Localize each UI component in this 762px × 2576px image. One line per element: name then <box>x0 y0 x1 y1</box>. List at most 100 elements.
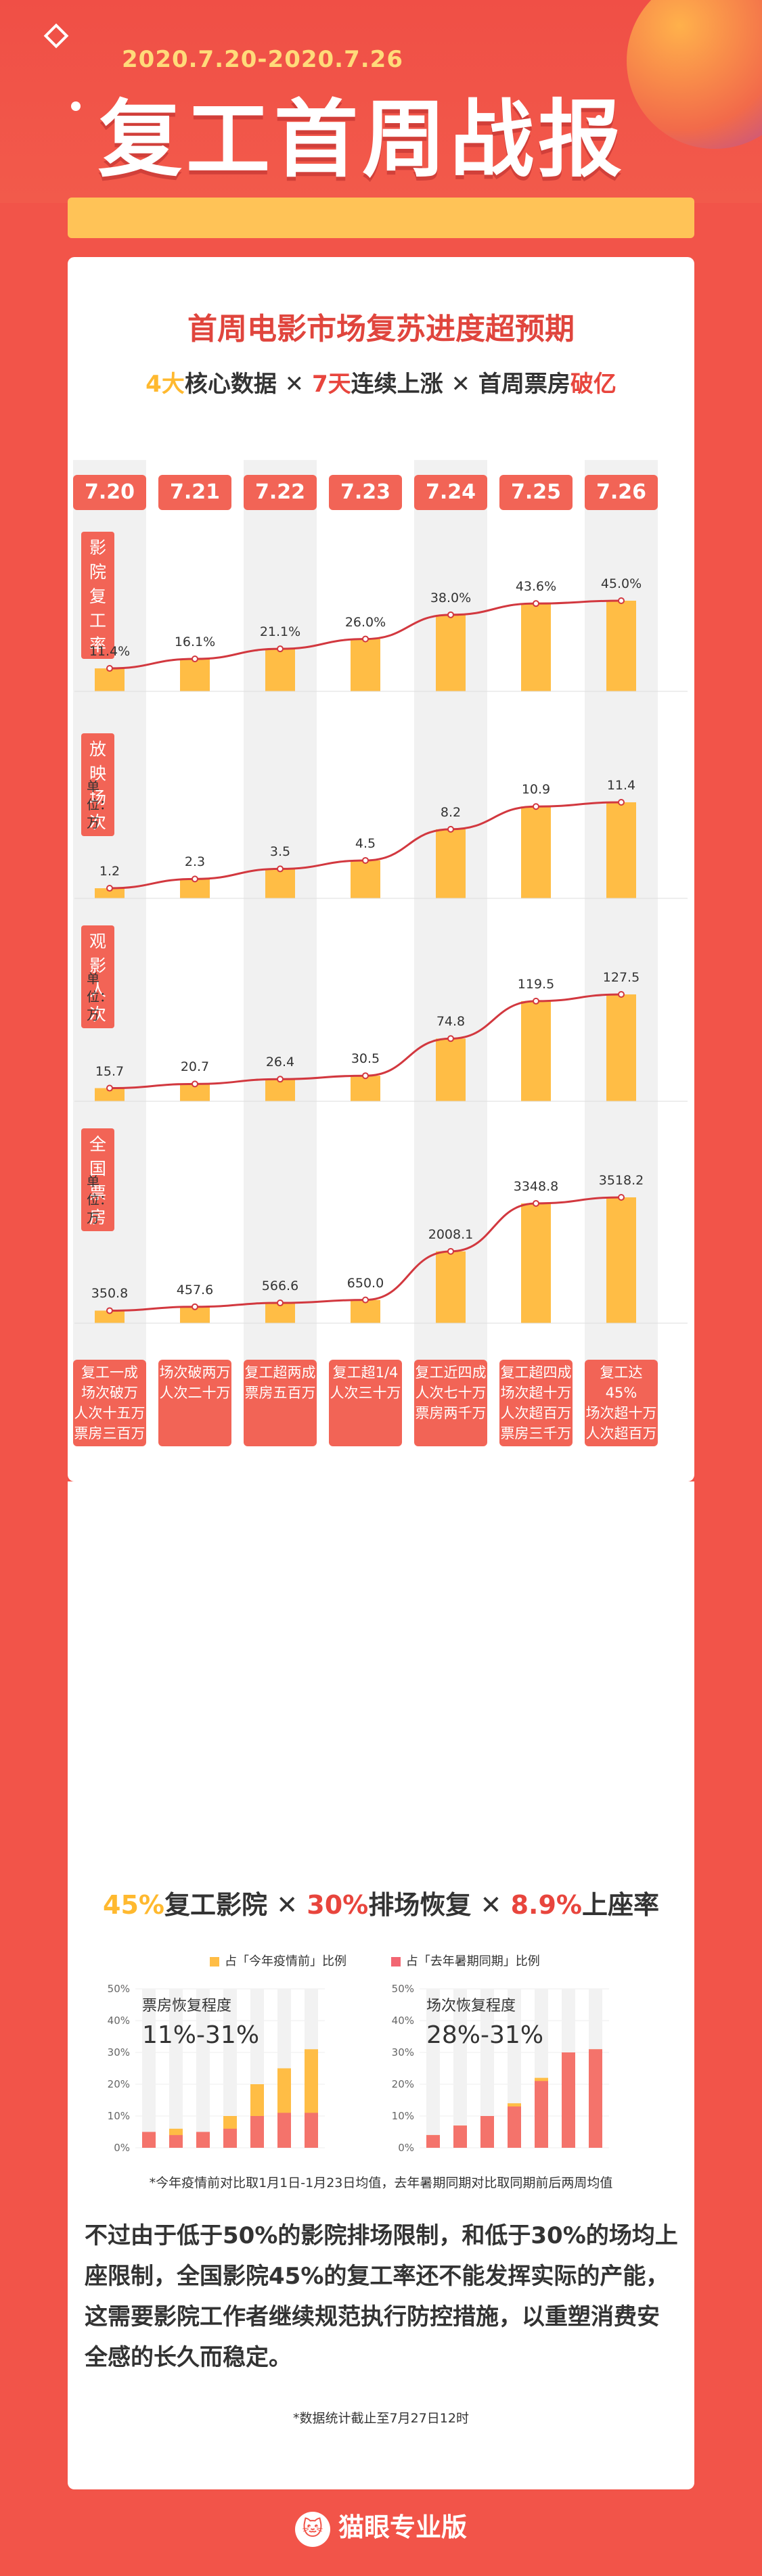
bar-series-b <box>250 2116 264 2148</box>
bar <box>606 1197 636 1323</box>
trend-point <box>277 645 284 653</box>
subtitle-part: 连续上涨 ✕ 首周票房 <box>351 371 570 398</box>
value-label: 20.7 <box>180 1059 210 1075</box>
column-band <box>244 460 317 1407</box>
trend-point <box>192 656 198 663</box>
bar-series-b <box>426 2135 440 2148</box>
value-label: 21.1% <box>259 624 301 640</box>
value-label: 26.4 <box>265 1055 295 1070</box>
y-tick-label: 30% <box>392 2046 414 2058</box>
subtitle-part: 核心数据 ✕ <box>184 371 312 398</box>
mini-chart-title: 场次恢复程度 <box>426 1998 516 2015</box>
trend-point <box>533 803 539 810</box>
day-note: 复工超1/4 人次三十万 <box>329 1360 402 1446</box>
bar <box>265 649 295 691</box>
subtitle-part: 破亿 <box>570 371 617 398</box>
header: 2020.7.20-2020.7.26 复工首周战报 <box>0 0 762 203</box>
bar <box>606 994 636 1101</box>
brand-name: 猫眼专业版 <box>338 2512 467 2542</box>
bar <box>606 601 636 691</box>
y-tick-label: 20% <box>108 2078 130 2090</box>
day-note: 复工达45% 场次超十万 人次超百万 票房三千万 <box>585 1360 658 1462</box>
analysis-paragraph: 影院复工率、放映场次两项指标连续7天上涨，电影市场供给侧持续有序恢复；同时观影人… <box>81 1549 679 1739</box>
y-tick-label: 30% <box>108 2046 130 2058</box>
date-chip: 7.25 <box>499 475 573 510</box>
legend-label: 占「去年暑期同期」比例 <box>405 1954 540 1969</box>
panel-title: 全国票房 <box>81 1128 115 1231</box>
trend-charts <box>74 597 688 1324</box>
bar-series-b <box>535 2081 548 2148</box>
bar-series-b <box>196 2132 210 2148</box>
section-subtitle: 45%复工影院 ✕ 30%排场恢复 ✕ 8.9%上座率 <box>68 1884 694 1921</box>
value-label: 119.5 <box>517 976 555 992</box>
subtitle-part: 4大 <box>145 371 185 398</box>
card-title: 首周电影市场复苏进度超预期 <box>187 312 575 346</box>
bar <box>351 639 380 691</box>
recovery-charts: 50% 40% 30% 20% 10% 0% 票房恢复程度 11%-31% 50% 40% 30% 2… <box>108 1983 609 2154</box>
bar <box>521 1001 551 1101</box>
value-label: 3.5 <box>269 844 291 860</box>
trend-point <box>447 611 454 618</box>
value-label: 43.6% <box>515 579 557 595</box>
value-label: 30.5 <box>351 1051 380 1067</box>
mini-chart-title: 票房恢复程度 <box>142 1998 231 2015</box>
value-label: 350.8 <box>91 1286 129 1302</box>
bar <box>95 1088 125 1101</box>
day-note: 场次破两万 人次二十万 <box>158 1360 231 1446</box>
y-tick-label: 50% <box>392 1983 414 1995</box>
decor-tape <box>68 198 694 238</box>
date-range: 2020.7.20-2020.7.26 <box>122 46 403 73</box>
main-card: 首周电影市场复苏进度超预期 4大核心数据 ✕ 7天连续上涨 ✕ 首周票房破亿 7… <box>68 257 694 1481</box>
value-label: 45.0% <box>600 576 642 591</box>
trend-point <box>362 1072 369 1080</box>
subtitle-part: 30% <box>307 1890 369 1920</box>
bar-series-b <box>562 2052 575 2148</box>
trend-point <box>618 1194 625 1201</box>
unit-label: 单位：万 <box>87 1174 113 1226</box>
trend-point <box>106 1307 113 1314</box>
y-tick-label: 40% <box>108 2015 130 2027</box>
bar <box>95 668 125 691</box>
value-label: 38.0% <box>430 590 472 605</box>
value-label: 1.2 <box>99 864 120 879</box>
bar <box>95 888 125 898</box>
y-tick-label: 0% <box>114 2142 130 2154</box>
panel-title: 放映场次 <box>81 733 115 836</box>
brand: 🐱 猫眼专业版 <box>0 2506 762 2547</box>
y-tick-label: 0% <box>398 2142 414 2154</box>
bar <box>351 1076 380 1101</box>
subtitle-part: 7天 <box>312 371 351 398</box>
value-label: 11.4 <box>606 778 636 793</box>
trend-point <box>362 635 369 643</box>
panel-title: 影院复工率 <box>81 532 115 659</box>
page-title: 复工首周战报 <box>98 91 627 189</box>
footnote: *数据统计截止至7月27日12时 <box>293 2411 469 2426</box>
bar <box>521 806 551 898</box>
trend-point <box>447 1035 454 1042</box>
value-label: 2008.1 <box>428 1226 474 1242</box>
y-tick-label: 50% <box>108 1983 130 1995</box>
legend: 占「今年疫情前」比例 占「去年暑期同期」比例 <box>210 1952 581 1969</box>
unit-label: 单位：万 <box>87 971 113 1023</box>
value-label: 4.5 <box>355 835 376 851</box>
y-tick-label: 10% <box>392 2110 414 2122</box>
date-chip: 7.24 <box>414 475 487 510</box>
legend-swatch <box>210 1957 219 1967</box>
subtitle-part: 8.9% <box>510 1890 582 1920</box>
panel-title: 观影人次 <box>81 925 115 1028</box>
trend-point <box>618 597 625 604</box>
bar-series-b <box>305 2113 318 2148</box>
y-tick-label: 10% <box>108 2110 130 2122</box>
decor-dot <box>71 101 81 111</box>
decor-dot <box>596 115 602 122</box>
cat-face-icon: 🐱 <box>294 2511 330 2547</box>
subtitle-part: 排场恢复 ✕ <box>368 1890 511 1920</box>
bar <box>436 1251 466 1323</box>
bar <box>265 1079 295 1101</box>
bar <box>436 1038 466 1101</box>
bar <box>521 603 551 691</box>
decor-diamond <box>43 23 69 49</box>
legend-swatch <box>390 1957 401 1967</box>
y-tick-label: 20% <box>392 2078 414 2090</box>
subtitle-part: 上座率 <box>581 1890 659 1920</box>
